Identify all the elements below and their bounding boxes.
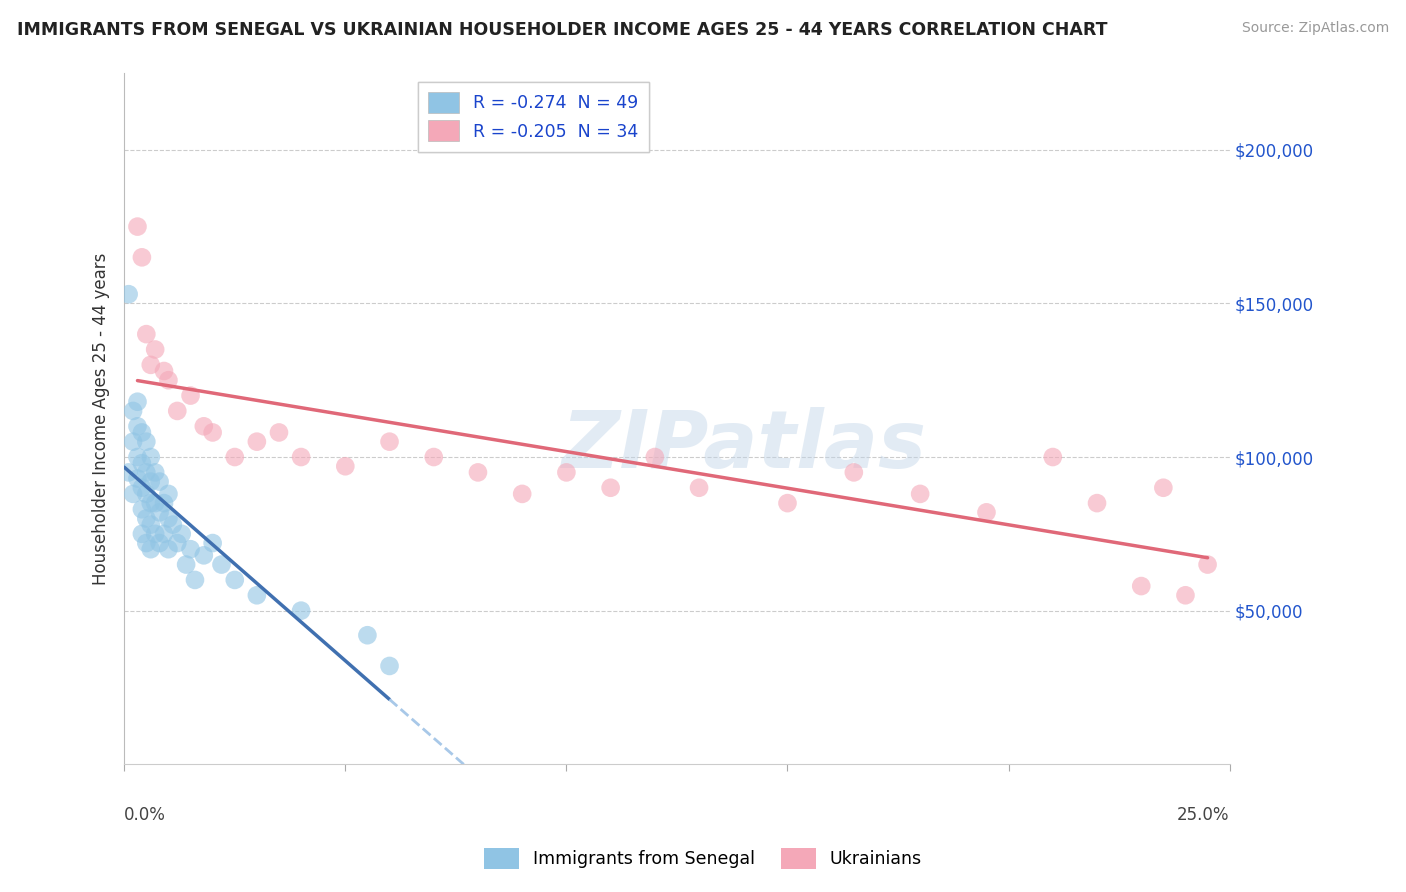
Point <box>1085 496 1108 510</box>
Point <box>143 343 166 357</box>
Point <box>135 466 157 480</box>
Point <box>127 219 149 234</box>
Point <box>131 502 153 516</box>
Point <box>157 542 180 557</box>
Point <box>378 659 401 673</box>
Point <box>149 536 172 550</box>
Point <box>170 526 193 541</box>
Point <box>290 450 312 464</box>
Point <box>246 434 269 449</box>
Point <box>139 542 162 557</box>
Point <box>122 404 145 418</box>
Point <box>139 358 162 372</box>
Point <box>510 487 533 501</box>
Point <box>976 505 998 519</box>
Point <box>688 481 710 495</box>
Point <box>135 511 157 525</box>
Point <box>166 536 188 550</box>
Point <box>776 496 799 510</box>
Point <box>139 517 162 532</box>
Point <box>153 364 176 378</box>
Point <box>246 588 269 602</box>
Point <box>211 558 233 572</box>
Point <box>180 542 202 557</box>
Point <box>193 549 215 563</box>
Point <box>131 456 153 470</box>
Point <box>1197 558 1219 572</box>
Point <box>174 558 197 572</box>
Point <box>143 466 166 480</box>
Point <box>555 466 578 480</box>
Point <box>378 434 401 449</box>
Point <box>127 394 149 409</box>
Point <box>201 536 224 550</box>
Point <box>1130 579 1153 593</box>
Point <box>135 536 157 550</box>
Point <box>117 466 139 480</box>
Text: 25.0%: 25.0% <box>1177 805 1230 823</box>
Point <box>644 450 666 464</box>
Point <box>157 487 180 501</box>
Point <box>143 526 166 541</box>
Point <box>135 487 157 501</box>
Point <box>157 373 180 387</box>
Point <box>201 425 224 440</box>
Point <box>335 459 357 474</box>
Point <box>143 496 166 510</box>
Point <box>467 466 489 480</box>
Point <box>422 450 444 464</box>
Point <box>131 250 153 264</box>
Y-axis label: Householder Income Ages 25 - 44 years: Householder Income Ages 25 - 44 years <box>93 252 110 585</box>
Legend: Immigrants from Senegal, Ukrainians: Immigrants from Senegal, Ukrainians <box>478 841 928 876</box>
Point <box>127 471 149 485</box>
Point <box>1174 588 1197 602</box>
Text: ZIPatlas: ZIPatlas <box>561 408 925 485</box>
Point <box>149 505 172 519</box>
Point <box>224 450 246 464</box>
Point <box>1042 450 1064 464</box>
Text: Source: ZipAtlas.com: Source: ZipAtlas.com <box>1241 21 1389 36</box>
Point <box>135 327 157 342</box>
Point <box>842 466 865 480</box>
Point <box>162 517 184 532</box>
Point <box>149 475 172 489</box>
Point <box>127 419 149 434</box>
Point <box>224 573 246 587</box>
Point <box>1152 481 1174 495</box>
Point <box>290 604 312 618</box>
Point <box>153 526 176 541</box>
Point <box>180 388 202 402</box>
Point <box>127 450 149 464</box>
Point <box>139 496 162 510</box>
Point <box>122 487 145 501</box>
Point <box>131 425 153 440</box>
Point <box>122 434 145 449</box>
Point <box>117 287 139 301</box>
Point <box>193 419 215 434</box>
Point <box>184 573 207 587</box>
Point <box>139 475 162 489</box>
Point <box>135 434 157 449</box>
Legend: R = -0.274  N = 49, R = -0.205  N = 34: R = -0.274 N = 49, R = -0.205 N = 34 <box>418 82 648 152</box>
Point <box>139 450 162 464</box>
Point <box>267 425 290 440</box>
Text: 0.0%: 0.0% <box>124 805 166 823</box>
Point <box>131 481 153 495</box>
Point <box>157 511 180 525</box>
Point <box>599 481 621 495</box>
Point <box>356 628 378 642</box>
Point <box>166 404 188 418</box>
Text: IMMIGRANTS FROM SENEGAL VS UKRAINIAN HOUSEHOLDER INCOME AGES 25 - 44 YEARS CORRE: IMMIGRANTS FROM SENEGAL VS UKRAINIAN HOU… <box>17 21 1108 39</box>
Point <box>131 526 153 541</box>
Point <box>153 496 176 510</box>
Point <box>908 487 931 501</box>
